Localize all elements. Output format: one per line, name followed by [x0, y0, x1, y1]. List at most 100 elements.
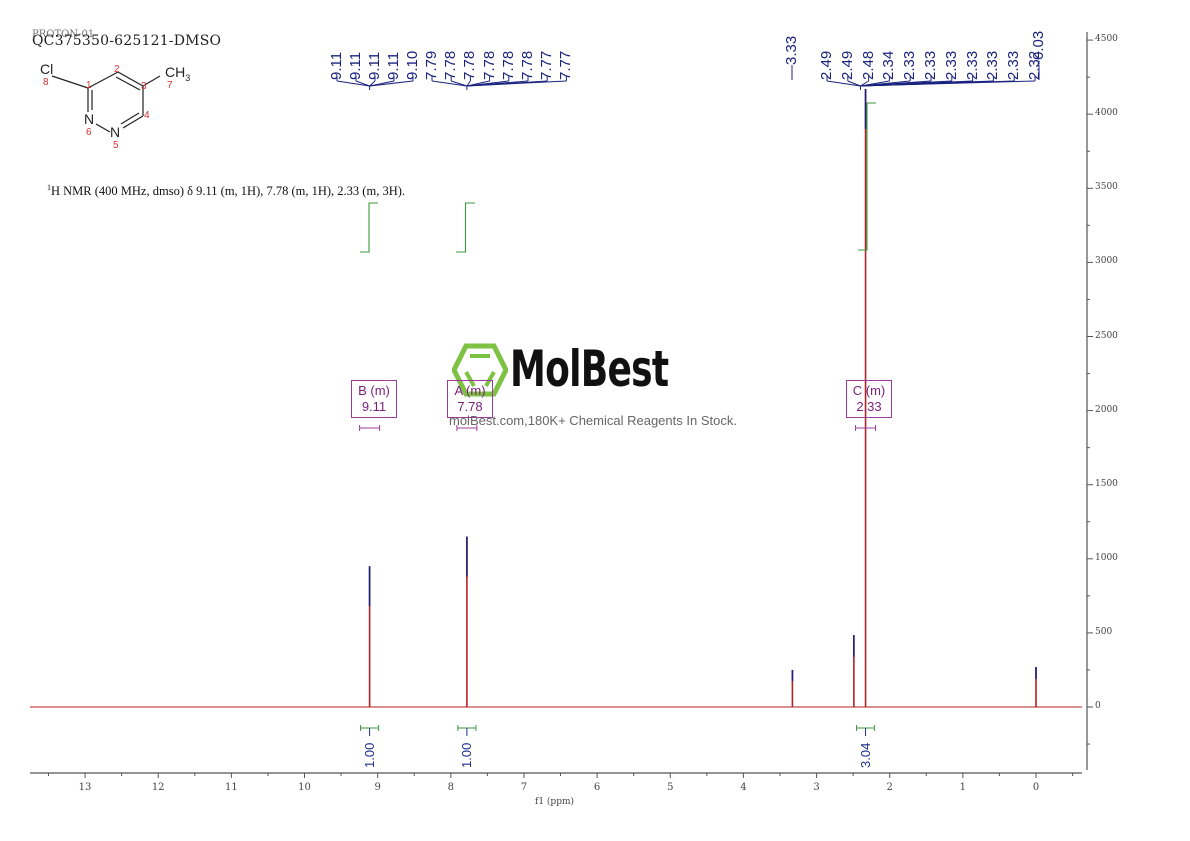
atom-num-7: 7 — [167, 80, 173, 91]
x-tick-label: 9 — [374, 782, 381, 793]
multiplet-box-b: B (m) 9.11 — [351, 380, 397, 418]
y-tick-label: 4500 — [1095, 34, 1118, 45]
experiment-label: PROTON-01 — [32, 29, 95, 40]
peak-shift-label: 9.11 — [385, 51, 402, 80]
peak-connector — [451, 80, 468, 87]
peak-shift-label: 7.77 — [557, 50, 575, 80]
nmr-summary-body: H NMR (400 MHz, dmso) δ 9.11 (m, 1H), 7.… — [51, 184, 406, 199]
peak-shift-label: 2.34 — [880, 50, 898, 80]
nmr-summary-text: 1H NMR (400 MHz, dmso) δ 9.11 (m, 1H), 7… — [47, 183, 405, 199]
atom-num-6: 6 — [86, 127, 92, 138]
y-tick-label: 3000 — [1095, 256, 1118, 267]
x-tick-label: 3 — [813, 782, 820, 793]
y-tick-label: 1500 — [1095, 478, 1118, 489]
atom-n6: N — [84, 111, 95, 127]
y-tick-label: 0 — [1095, 701, 1101, 711]
peak-shift-label: 2.49 — [838, 50, 856, 80]
peak-shift-label: —-0.03 — [1030, 30, 1047, 80]
peak-connector — [860, 80, 1036, 87]
peak-shift-label: 9.11 — [347, 51, 364, 80]
atom-num-4: 4 — [144, 110, 150, 121]
y-tick-label: 2500 — [1095, 330, 1118, 341]
peak-shift-label: 9.11 — [366, 51, 383, 80]
peak-shift-label: 2.33 — [942, 50, 960, 80]
atom-cl: Cl — [40, 61, 54, 77]
peak-connector — [355, 80, 370, 87]
peak-shift-label: 7.78 — [461, 50, 479, 80]
pyridazine-ring-icon — [51, 71, 161, 133]
multiplet-name: A (m) — [454, 383, 486, 398]
peak-connector — [847, 80, 861, 87]
atom-num-5: 5 — [113, 140, 119, 151]
x-tick-label: 13 — [78, 782, 92, 793]
peak-shift-label: 2.33 — [922, 50, 939, 80]
y-tick-label: 3500 — [1095, 182, 1118, 193]
sample-id-title: QC375350-625121-DMSO — [32, 33, 222, 49]
x-tick-label: 4 — [740, 782, 747, 793]
peak-shift-label: 2.33 — [963, 50, 981, 80]
peak-shift-label: —3.33 — [783, 35, 800, 80]
multiplet-box-c: C (m) 2.33 — [846, 380, 892, 418]
multiplet-name: C (m) — [852, 383, 886, 398]
atom-num-3: 3 — [141, 81, 147, 92]
integral-curve — [858, 102, 876, 251]
multiplet-name: B (m) — [358, 383, 390, 398]
peak-connector — [369, 80, 376, 87]
peak-shift-label: 2.33 — [901, 50, 919, 80]
peak-shift-label: 7.78 — [499, 50, 517, 80]
watermark-title: MolBest — [510, 340, 669, 398]
peak-shift-label: 2.49 — [818, 50, 835, 80]
peak-connector — [466, 80, 471, 87]
peak-connector — [826, 80, 861, 87]
chemical-structure: Cl 8 1 2 3 CH3 7 4 N 6 N 5 — [30, 58, 200, 158]
peak-shift-label: 7.78 — [442, 50, 460, 80]
multiplet-shift: 9.11 — [361, 399, 387, 414]
peak-shift-label: 7.79 — [423, 50, 440, 80]
watermark-subtitle: molBest.com,180K+ Chemical Reagents In S… — [449, 413, 737, 428]
peak-shift-label: 2.48 — [859, 50, 877, 80]
peak-shift-label: 7.78 — [519, 50, 536, 80]
peak-connector — [860, 80, 869, 87]
y-tick-label: 500 — [1095, 626, 1113, 637]
y-tick-label: 2000 — [1095, 404, 1118, 415]
atom-num-2: 2 — [114, 64, 120, 75]
peak-shift-label: 9.11 — [328, 51, 345, 80]
multiplet-box-a: A (m) 7.78 — [447, 380, 493, 418]
multiplet-shift: 2.33 — [856, 399, 882, 414]
x-tick-label: 2 — [886, 782, 893, 793]
atom-ch3: CH3 — [165, 64, 190, 83]
x-tick-label: 10 — [298, 782, 311, 793]
molbest-logo-icon — [452, 343, 508, 397]
integral-value: 1.00 — [458, 742, 474, 768]
multiplet-shift: 7.78 — [457, 399, 483, 414]
atom-num-8: 8 — [43, 77, 49, 88]
peak-shift-label: 2.33 — [1005, 50, 1023, 80]
x-tick-label: 12 — [151, 782, 165, 793]
integral-curve — [456, 202, 475, 253]
peak-shift-label: 7.77 — [538, 50, 556, 80]
atom-n5: N — [110, 124, 121, 140]
peak-connector — [369, 80, 414, 87]
x-axis-label: f1 (ppm) — [535, 797, 574, 807]
isotope-superscript: 1 — [47, 183, 51, 192]
y-tick-label: 4000 — [1095, 108, 1118, 119]
x-tick-label: 7 — [520, 782, 528, 793]
x-tick-label: 11 — [224, 782, 238, 793]
x-tick-label: 1 — [959, 782, 967, 793]
peak-shift-label: 2.33 — [984, 50, 1002, 80]
x-tick-label: 5 — [667, 782, 674, 793]
integral-curve — [360, 202, 378, 253]
peak-connector — [466, 80, 567, 87]
y-tick-label: 1000 — [1095, 552, 1118, 563]
x-tick-label: 6 — [593, 782, 601, 793]
integral-value: 3.04 — [857, 742, 873, 768]
ch3-label: CH — [165, 64, 186, 80]
peak-connector — [336, 80, 370, 87]
x-tick-label: 8 — [447, 782, 454, 793]
atom-num-1: 1 — [86, 80, 92, 91]
peak-connector — [431, 80, 467, 87]
peak-shift-label: 7.78 — [480, 50, 498, 80]
ch3-subscript: 3 — [185, 72, 191, 83]
